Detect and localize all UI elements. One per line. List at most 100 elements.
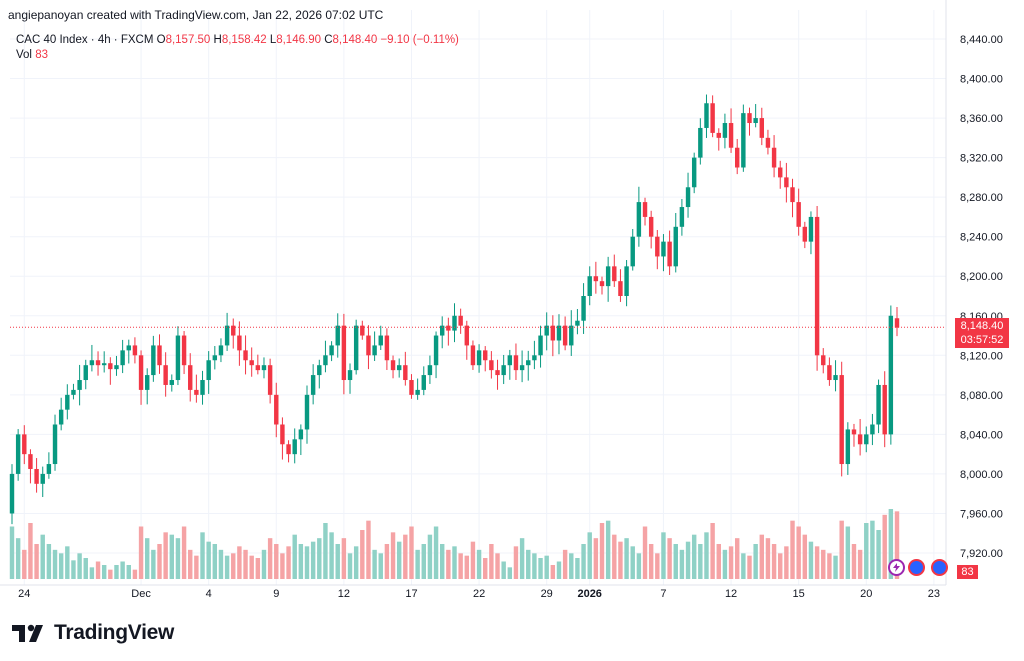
- candle-body: [58, 409, 64, 425]
- tradingview-brand[interactable]: TradingView: [12, 621, 174, 645]
- volume-bar: [882, 514, 887, 579]
- candle-body: [526, 360, 531, 366]
- price-tick-label: 7,960.00: [960, 508, 1003, 520]
- calendar-event-icon[interactable]: [908, 559, 925, 576]
- volume-bar: [851, 544, 857, 579]
- candle-body: [495, 370, 500, 376]
- volume-bar: [372, 549, 377, 579]
- candle-body: [790, 187, 795, 203]
- candle-body: [612, 266, 617, 282]
- lightning-icon[interactable]: [888, 559, 905, 576]
- candle-body: [206, 360, 211, 381]
- candle-body: [378, 335, 383, 346]
- volume-bar: [814, 546, 820, 579]
- candle-body: [108, 363, 113, 370]
- time-tick-label: 12: [725, 588, 737, 600]
- candle-body: [433, 335, 439, 366]
- volume-bar: [181, 526, 187, 579]
- price-tick-label: 8,320.00: [960, 153, 1003, 165]
- candle-body: [802, 226, 808, 242]
- volume-bar: [77, 553, 82, 579]
- candle-body: [396, 365, 402, 371]
- volume-bar: [655, 553, 660, 579]
- volume-bar: [753, 544, 758, 579]
- open-label: O: [156, 34, 166, 46]
- symbol-title[interactable]: CAC 40 Index · 4h · FXCM: [16, 34, 154, 46]
- volume-bar: [562, 549, 568, 579]
- candle-body: [470, 345, 476, 366]
- last-price-value: 8,148.40: [960, 320, 1004, 332]
- candle-body: [870, 424, 875, 435]
- volume-bar: [667, 538, 672, 579]
- calendar-event-icon[interactable]: [931, 559, 948, 576]
- volume-bar: [40, 534, 45, 579]
- candle-body: [765, 137, 771, 148]
- symbol-legend: CAC 40 Index · 4h · FXCM O8,157.50 H8,15…: [16, 34, 459, 46]
- volume-bar: [759, 534, 765, 579]
- volume-bar: [532, 553, 537, 579]
- volume-bar: [857, 549, 863, 579]
- volume-bar: [163, 532, 168, 579]
- volume-bar: [360, 530, 365, 579]
- candle-body: [390, 360, 396, 371]
- candle-body: [95, 360, 101, 366]
- candle-body: [698, 127, 703, 158]
- candle-body: [249, 360, 254, 366]
- volume-bar: [483, 558, 488, 579]
- price-tick-label: 8,080.00: [960, 390, 1003, 402]
- candle-body: [679, 207, 685, 227]
- candle-body: [132, 345, 138, 356]
- time-tick-label: 4: [206, 588, 212, 600]
- chart-grid: [0, 0, 947, 586]
- candle-body: [507, 355, 513, 366]
- volume-bar: [630, 546, 635, 579]
- volume-bar: [808, 541, 814, 579]
- candle-body: [126, 345, 131, 351]
- volume-bar: [138, 526, 144, 579]
- candle-body: [286, 444, 291, 455]
- volume-bar: [169, 534, 175, 579]
- candle-body: [458, 315, 463, 326]
- candle-body: [667, 241, 672, 267]
- volume-bar: [255, 558, 261, 579]
- candle-body: [796, 202, 801, 227]
- volume-bar: [132, 569, 138, 579]
- volume-bar: [691, 534, 697, 579]
- volume-bar: [353, 546, 359, 579]
- volume-bar: [9, 526, 15, 579]
- candle-body: [827, 365, 832, 381]
- change-value: −9.10 (−0.11%): [380, 34, 459, 46]
- candle-body: [857, 434, 863, 445]
- candle-body: [15, 434, 21, 474]
- candle-body: [550, 325, 556, 341]
- candle-body: [298, 429, 304, 440]
- volume-bar: [126, 565, 131, 579]
- price-tick-label: 8,360.00: [960, 113, 1003, 125]
- volume-bar: [378, 553, 383, 579]
- volume-legend: Vol 83: [16, 49, 48, 61]
- bar-countdown: 03:57:52: [960, 334, 1004, 346]
- volume-bar: [212, 544, 218, 579]
- candle-body: [280, 424, 285, 445]
- candle-body: [808, 216, 814, 242]
- volume-bar: [587, 532, 592, 579]
- volume-bar: [175, 538, 181, 579]
- volume-bar: [341, 538, 347, 579]
- candle-body: [630, 236, 635, 267]
- volume-label[interactable]: Vol: [16, 49, 32, 61]
- candle-body: [409, 380, 414, 395]
- candle-body: [894, 318, 900, 328]
- volume-bar: [28, 523, 33, 579]
- volume-bar: [519, 538, 525, 579]
- candle-body: [310, 375, 316, 395]
- candle-body: [538, 335, 543, 356]
- volume-bar: [439, 544, 445, 579]
- volume-bar: [802, 534, 808, 579]
- candle-body: [685, 187, 691, 208]
- candle-body: [40, 473, 45, 484]
- candle-body: [427, 365, 433, 376]
- candle-body: [151, 345, 156, 376]
- candle-body: [77, 380, 82, 390]
- volume-bar: [335, 544, 340, 579]
